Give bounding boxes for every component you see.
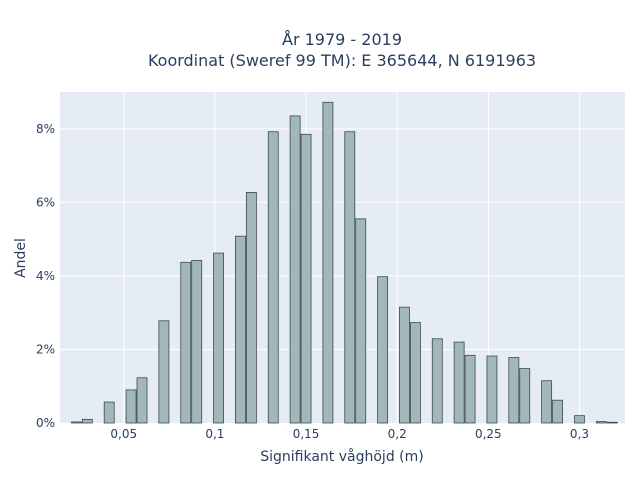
histogram-bar [81,418,93,424]
histogram-bar [267,131,279,424]
histogram-bar [300,133,312,424]
histogram-bar [431,338,443,424]
histogram-bar [245,192,257,424]
x-axis-title: Signifikant våghöjd (m) [260,448,423,465]
y-tick-label: 8% [36,122,55,136]
histogram-bar [377,276,389,424]
y-tick-label: 4% [36,269,55,283]
histogram-bar [508,357,520,424]
histogram-bar [103,401,115,424]
x-tick-label: 0,1 [205,427,224,441]
chart-title-line1: År 1979 - 2019 [282,30,402,49]
chart-title-line2: Koordinat (Sweref 99 TM): E 365644, N 61… [148,51,536,70]
histogram-bar [464,354,476,424]
histogram-bar [344,131,356,424]
x-tick-label: 0,3 [570,427,589,441]
histogram-bar [399,306,410,424]
histogram-bar [235,235,246,424]
histogram-bar [289,115,301,424]
histogram-bar [409,322,421,424]
histogram-bar [70,421,82,424]
bars [70,101,618,424]
y-tick-labels: 0% 2% 4% 6% 8% [36,122,55,430]
x-tick-label: 0,15 [293,427,320,441]
histogram-bar [191,260,203,424]
y-tick-label: 2% [36,342,55,356]
histogram-bar [486,355,498,424]
y-axis-title: Andel [13,238,29,278]
histogram-bar [180,261,192,424]
y-tick-label: 6% [36,195,55,209]
histogram-bar [606,421,618,424]
x-tick-label: 0,05 [110,427,137,441]
histogram-bar [541,380,553,424]
histogram-bar [453,341,465,424]
histogram-bar [213,252,224,424]
histogram-bar [519,368,531,424]
histogram-bar [125,389,137,424]
histogram-bar [552,399,563,424]
histogram-bar [322,101,334,424]
plot-background [60,92,625,423]
x-tick-label: 0,2 [388,427,407,441]
x-tick-labels: 0,05 0,1 0,15 0,2 0,25 0,3 [110,427,589,441]
histogram-bar [574,415,585,424]
histogram-bar [136,377,148,424]
histogram-bar [595,421,607,424]
y-tick-label: 0% [36,416,55,430]
x-tick-label: 0,25 [475,427,502,441]
histogram-bar [158,320,170,424]
histogram-bar [355,218,367,424]
